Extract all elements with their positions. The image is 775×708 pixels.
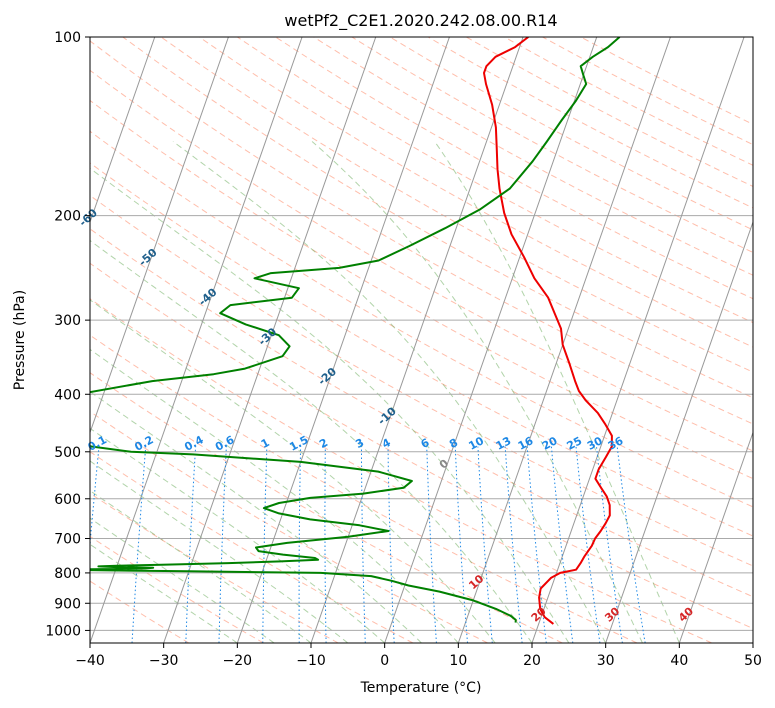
isotherm-line	[531, 37, 745, 643]
x-tick-label: 10	[449, 653, 467, 669]
mixing-ratio-line	[298, 446, 302, 643]
dry-adiabat	[122, 37, 753, 399]
mixing-ratio-line	[387, 446, 395, 643]
isotherm-line	[310, 37, 524, 643]
isotherm-line	[236, 37, 450, 643]
x-tick-label: −30	[149, 653, 179, 669]
mixing-ratio-label: 30	[585, 434, 605, 453]
x-tick-label: −10	[296, 653, 326, 669]
dry-adiabat	[90, 410, 488, 643]
chart-title: wetPf2_C2E1.2020.242.08.00.R14	[284, 11, 557, 31]
mixing-ratio-line	[262, 446, 268, 643]
mixing-ratio-line	[90, 446, 100, 550]
mixing-ratio-line	[550, 446, 574, 643]
mixing-ratio-label: 13	[494, 434, 514, 453]
mixing-ratio-line	[426, 446, 437, 643]
mixing-ratio-line	[616, 446, 646, 643]
mixing-ratio-line	[454, 446, 468, 643]
x-axis-title: Temperature (°C)	[360, 680, 482, 696]
dry-adiabat	[90, 535, 264, 643]
isotherm-line	[90, 37, 156, 224]
mixing-ratio-line	[504, 446, 523, 643]
mixing-ratio-label: 25	[565, 434, 585, 453]
series-dewpoint-line	[90, 37, 621, 623]
mixing-ratio-line	[596, 446, 623, 643]
x-tick-label: 40	[670, 653, 688, 669]
mixing-ratio-line	[324, 446, 327, 643]
dry-adiabat	[90, 162, 753, 537]
isotherm-line	[678, 431, 753, 643]
x-tick-label: −20	[223, 653, 253, 669]
y-tick-label: 400	[54, 387, 81, 403]
dry-adiabat	[90, 69, 753, 452]
series-temperature-line	[483, 37, 613, 625]
mixing-ratio-line	[477, 446, 493, 643]
plot-frame	[89, 36, 754, 644]
mixing-ratio-line	[131, 446, 147, 643]
y-axis-title: Pressure (hPa)	[12, 290, 28, 390]
mixing-ratio-label: 10	[466, 434, 486, 453]
mixing-ratio-label: 36	[606, 434, 626, 453]
y-tick-label: 300	[54, 313, 81, 329]
mixing-ratio-line	[360, 446, 366, 643]
isotherm-line	[90, 37, 229, 435]
y-tick-label: 200	[54, 209, 81, 225]
mixing-ratio-label: 20	[540, 434, 560, 453]
dry-adiabat	[90, 298, 712, 643]
axes: −40 −30 −20 −10 0 10 20 30 40 50 100 200 300 400 500 60…	[45, 30, 762, 669]
dry-adiabat	[90, 492, 339, 643]
y-tick-label: 100	[54, 30, 81, 46]
series-layer	[90, 37, 621, 625]
isotherm-line	[605, 220, 753, 643]
dry-adiabat	[275, 37, 753, 300]
dry-adiabat	[90, 130, 753, 508]
dry-adiabat	[160, 37, 753, 373]
isotherm-line	[163, 37, 377, 643]
dry-adiabat	[90, 194, 753, 567]
y-tick-label: 900	[54, 596, 81, 612]
isotherm-line	[457, 37, 671, 643]
dry-adiabat	[90, 228, 753, 598]
x-tick-label: 0	[380, 653, 389, 669]
x-tick-label: 50	[744, 653, 762, 669]
mixing-ratio-line	[575, 446, 601, 643]
isotherm-line	[90, 37, 303, 643]
dry-adiabat	[90, 334, 638, 643]
y-tick-label: 700	[54, 532, 81, 548]
y-tick-label: 600	[54, 492, 81, 508]
x-tick-label: 30	[597, 653, 615, 669]
dry-adiabat	[90, 99, 753, 480]
dry-adiabat	[90, 262, 753, 630]
mixing-ratio-line	[185, 446, 197, 643]
y-tick-label: 500	[54, 445, 81, 461]
isotherm-line	[384, 37, 598, 643]
x-tick-label: 20	[523, 653, 541, 669]
mixing-ratio-line	[218, 446, 227, 643]
mixing-ratio-line	[526, 446, 547, 643]
mixing-ratio-label: 16	[516, 434, 536, 453]
y-tick-label: 800	[54, 566, 81, 582]
dry-adiabat	[90, 580, 190, 643]
x-tick-label: −40	[75, 653, 105, 669]
y-tick-label: 1000	[45, 623, 81, 639]
